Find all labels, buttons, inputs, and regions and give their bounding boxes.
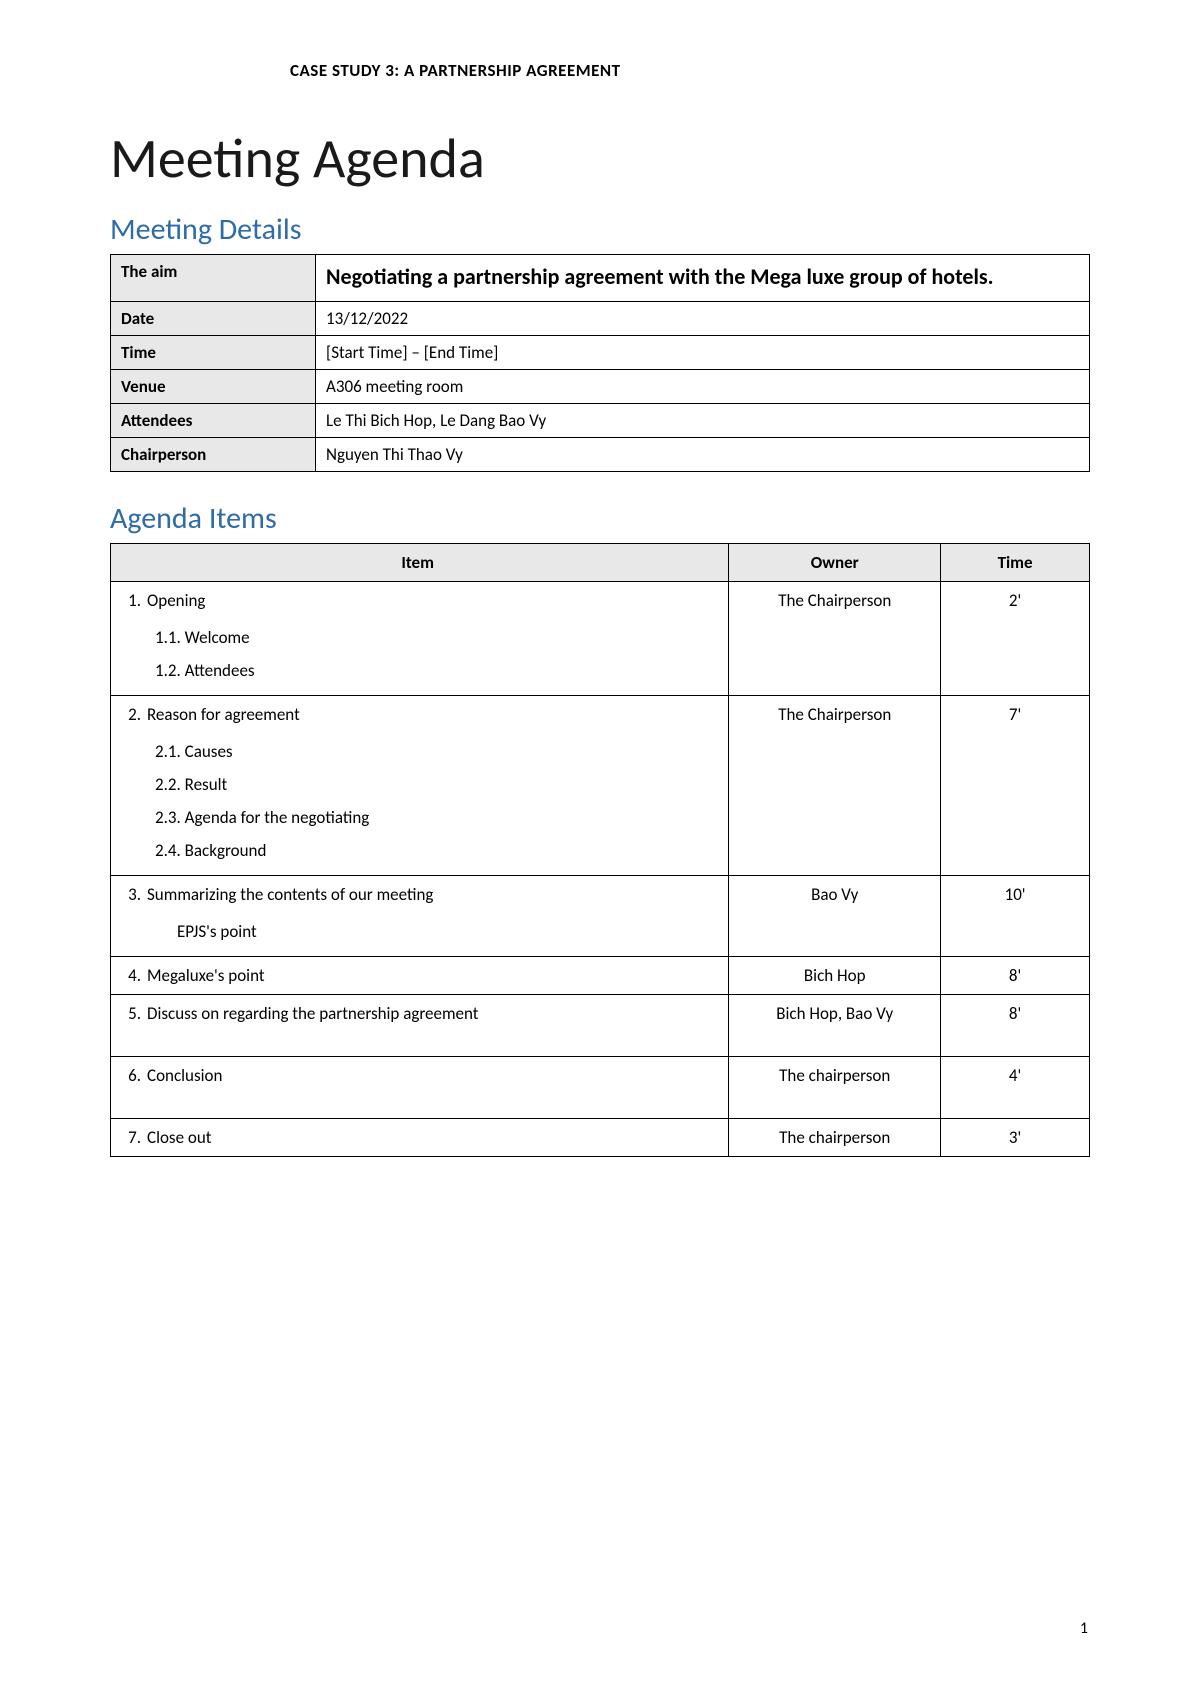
agenda-subitem: EPJS's point [117,915,718,948]
page-number: 1 [1080,1619,1088,1638]
agenda-item-number: 2. [117,704,147,725]
agenda-item-cell: 3.Summarizing the contents of our meetin… [111,875,729,956]
agenda-items-table: Item Owner Time 1.Opening 1.1. Welcome1.2… [110,543,1090,1157]
agenda-item-number: 3. [117,884,147,905]
agenda-item-number: 5. [117,1003,147,1024]
agenda-item-cell: 1.Opening 1.1. Welcome1.2. Attendees [111,581,729,695]
agenda-item-number: 1. [117,590,147,611]
agenda-time-cell: 2' [941,581,1090,695]
details-label-aim: The aim [111,255,316,302]
agenda-subitem: 2.2. Result [117,768,718,801]
agenda-item-number: 7. [117,1127,147,1148]
agenda-owner-cell: The chairperson [729,1056,941,1118]
agenda-time-cell: 8' [941,994,1090,1056]
agenda-item-title: Opening [147,590,205,611]
details-value-date: 13/12/2022 [316,301,1090,335]
agenda-subitem: 1.2. Attendees [117,654,718,687]
agenda-row: 7.Close outThe chairperson3' [111,1118,1090,1156]
agenda-owner-cell: The Chairperson [729,581,941,695]
agenda-item-title: Close out [147,1127,211,1148]
agenda-subitem: 2.4. Background [117,834,718,867]
agenda-item-title: Megaluxe's point [147,965,265,986]
details-label-venue: Venue [111,369,316,403]
agenda-subitem: 2.3. Agenda for the negotiating [117,801,718,834]
agenda-item-title: Summarizing the contents of our meeting [147,884,433,905]
agenda-item-cell: 5.Discuss on regarding the partnership a… [111,994,729,1056]
agenda-row: 5.Discuss on regarding the partnership a… [111,994,1090,1056]
details-value-chairperson: Nguyen Thi Thao Vy [316,437,1090,471]
agenda-time-cell: 10' [941,875,1090,956]
agenda-time-cell: 3' [941,1118,1090,1156]
agenda-item-title: Conclusion [147,1065,222,1086]
details-label-time: Time [111,335,316,369]
details-label-chairperson: Chairperson [111,437,316,471]
agenda-time-cell: 4' [941,1056,1090,1118]
agenda-owner-cell: Bao Vy [729,875,941,956]
agenda-item-cell: 2.Reason for agreement 2.1. Causes2.2. Re… [111,695,729,875]
agenda-item-cell: 7.Close out [111,1118,729,1156]
details-value-attendees: Le Thi Bich Hop, Le Dang Bao Vy [316,403,1090,437]
agenda-owner-cell: Bich Hop [729,956,941,994]
case-study-header: CASE STUDY 3: A PARTNERSHIP AGREEMENT [290,60,1090,81]
details-label-date: Date [111,301,316,335]
meeting-details-table: The aim Negotiating a partnership agreem… [110,254,1090,472]
page-title: Meeting Agenda [110,125,1090,193]
meeting-details-heading: Meeting Details [110,211,1090,248]
agenda-owner-cell: The Chairperson [729,695,941,875]
agenda-row: 4.Megaluxe's pointBich Hop8' [111,956,1090,994]
details-value-venue: A306 meeting room [316,369,1090,403]
details-value-time: [Start Time] – [End Time] [316,335,1090,369]
details-value-aim: Negotiating a partnership agreement with… [316,255,1090,302]
agenda-row: 2.Reason for agreement 2.1. Causes2.2. Re… [111,695,1090,875]
details-label-attendees: Attendees [111,403,316,437]
agenda-time-cell: 8' [941,956,1090,994]
agenda-row: 3.Summarizing the contents of our meetin… [111,875,1090,956]
agenda-item-title: Discuss on regarding the partnership agr… [147,1003,478,1024]
agenda-header-item: Item [111,543,729,581]
agenda-item-number: 6. [117,1065,147,1086]
agenda-row: 6.ConclusionThe chairperson4' [111,1056,1090,1118]
agenda-item-number: 4. [117,965,147,986]
agenda-item-cell: 6.Conclusion [111,1056,729,1118]
agenda-row: 1.Opening 1.1. Welcome1.2. Attendees The C… [111,581,1090,695]
agenda-time-cell: 7' [941,695,1090,875]
agenda-owner-cell: The chairperson [729,1118,941,1156]
agenda-items-heading: Agenda Items [110,500,1090,537]
agenda-owner-cell: Bich Hop, Bao Vy [729,994,941,1056]
agenda-subitem: 1.1. Welcome [117,621,718,654]
agenda-subitem: 2.1. Causes [117,735,718,768]
agenda-header-time: Time [941,543,1090,581]
agenda-item-title: Reason for agreement [147,704,300,725]
agenda-header-owner: Owner [729,543,941,581]
agenda-item-cell: 4.Megaluxe's point [111,956,729,994]
